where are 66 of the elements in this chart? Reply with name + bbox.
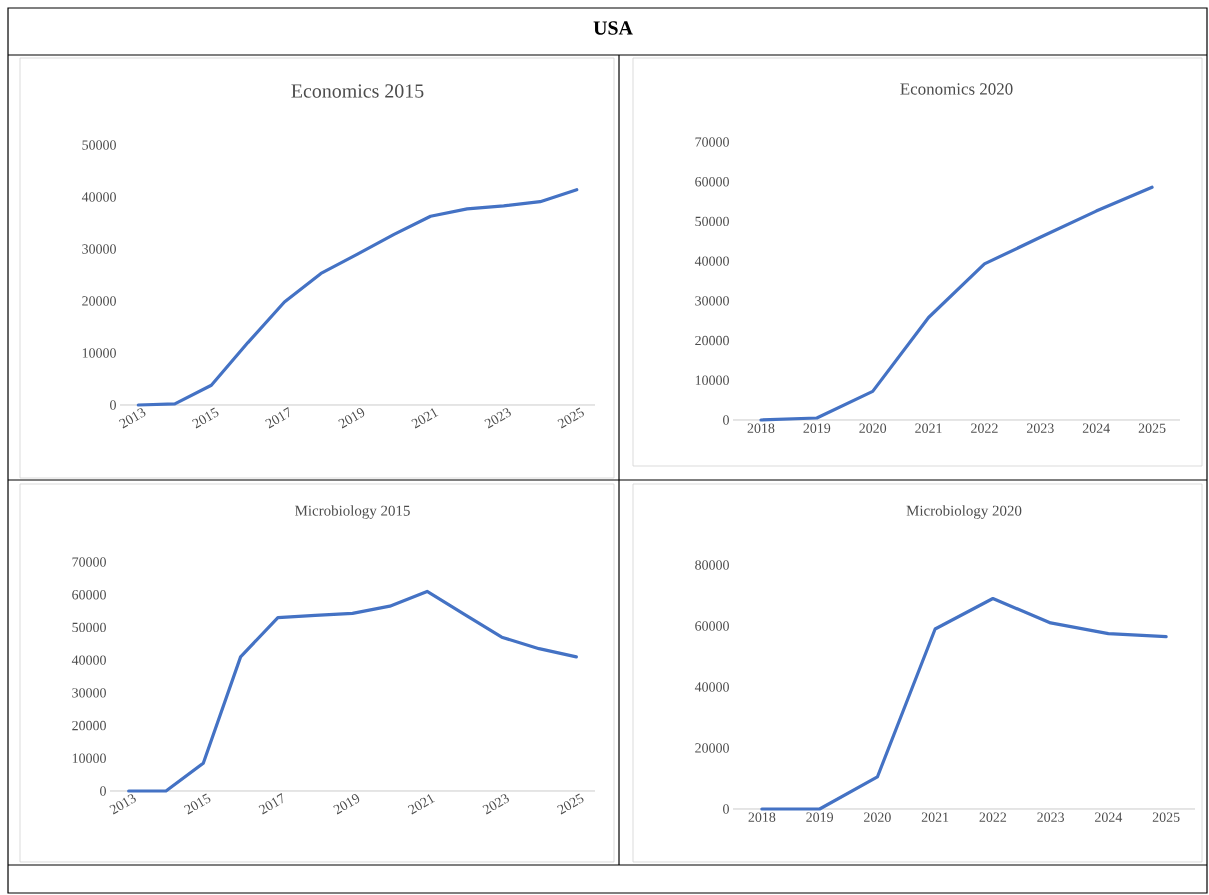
y-tick-label: 70000 xyxy=(72,557,106,567)
line-series xyxy=(759,185,1154,422)
y-tick-label: 50000 xyxy=(82,140,116,150)
x-tick-label: 2019 xyxy=(803,423,831,433)
x-tick-label: 2019 xyxy=(338,408,365,429)
y-tick-label: 30000 xyxy=(72,688,106,698)
y-tick-label: 10000 xyxy=(695,375,729,385)
y-tick-label: 20000 xyxy=(695,335,729,346)
y-tick-label: 60000 xyxy=(72,589,106,600)
x-tick-label: 2017 xyxy=(265,407,290,429)
x-tick-label: 2013 xyxy=(118,408,146,429)
y-tick-label: 60000 xyxy=(695,176,729,187)
y-tick-label: 10000 xyxy=(72,753,106,763)
x-tick-label: 2015 xyxy=(192,407,219,429)
x-tick-label: 2023 xyxy=(1037,812,1065,822)
y-tick-label: 60000 xyxy=(695,621,729,631)
x-tick-label: 2023 xyxy=(484,408,511,429)
y-tick-label: 40000 xyxy=(694,682,729,692)
x-tick-label: 2022 xyxy=(979,812,1007,822)
x-tick-label: 2017 xyxy=(258,793,283,815)
y-tick-label: 50000 xyxy=(72,622,106,633)
x-tick-label: 2020 xyxy=(864,812,891,822)
x-tick-label: 2025 xyxy=(1138,423,1166,433)
y-tick-label: 0 xyxy=(723,804,729,814)
y-tick-label: 0 xyxy=(110,400,116,410)
x-tick-label: 2025 xyxy=(557,793,584,815)
y-tick-label: 80000 xyxy=(695,560,729,570)
chart-title: Economics 2015 xyxy=(291,84,424,98)
x-tick-label: 2021 xyxy=(921,812,949,822)
y-tick-label: 70000 xyxy=(695,137,729,147)
x-tick-label: 2025 xyxy=(1152,812,1180,822)
line-series xyxy=(136,188,579,407)
y-tick-label: 0 xyxy=(723,415,729,425)
y-tick-label: 10000 xyxy=(82,348,116,358)
line-series xyxy=(760,596,1168,811)
x-tick-label: 2021 xyxy=(407,794,435,815)
text: USA xyxy=(593,21,633,35)
line-series xyxy=(127,589,578,793)
x-tick-label: 2020 xyxy=(859,423,887,433)
chart-title: Microbiology 2020 xyxy=(906,505,1022,519)
y-tick-label: 20000 xyxy=(695,743,729,753)
y-tick-label: 40000 xyxy=(81,192,116,202)
x-tick-label: 2018 xyxy=(748,812,776,822)
x-tick-label: 2024 xyxy=(1082,423,1110,433)
y-tick-label: 30000 xyxy=(695,296,729,306)
x-tick-label: 2021 xyxy=(915,423,942,433)
x-tick-label: 2013 xyxy=(109,794,136,815)
chart-title: Microbiology 2015 xyxy=(295,505,410,519)
y-tick-label: 20000 xyxy=(72,720,106,731)
x-tick-label: 2019 xyxy=(333,794,360,815)
x-tick-label: 2021 xyxy=(411,408,439,429)
x-tick-label: 2015 xyxy=(183,793,211,815)
chart-title: Economics 2020 xyxy=(900,83,1013,95)
x-tick-label: 2023 xyxy=(482,794,509,815)
x-tick-label: 2023 xyxy=(1026,423,1054,433)
y-tick-label: 40000 xyxy=(694,256,729,266)
y-tick-label: 50000 xyxy=(695,216,729,227)
x-tick-label: 2022 xyxy=(971,423,998,433)
x-tick-label: 2019 xyxy=(806,812,834,822)
y-tick-label: 0 xyxy=(100,786,106,796)
y-tick-label: 20000 xyxy=(82,296,116,306)
x-tick-label: 2025 xyxy=(557,407,584,429)
x-tick-label: 2024 xyxy=(1095,812,1123,822)
y-tick-label: 30000 xyxy=(82,244,116,254)
y-tick-label: 40000 xyxy=(71,655,106,665)
x-tick-label: 2018 xyxy=(747,423,775,433)
